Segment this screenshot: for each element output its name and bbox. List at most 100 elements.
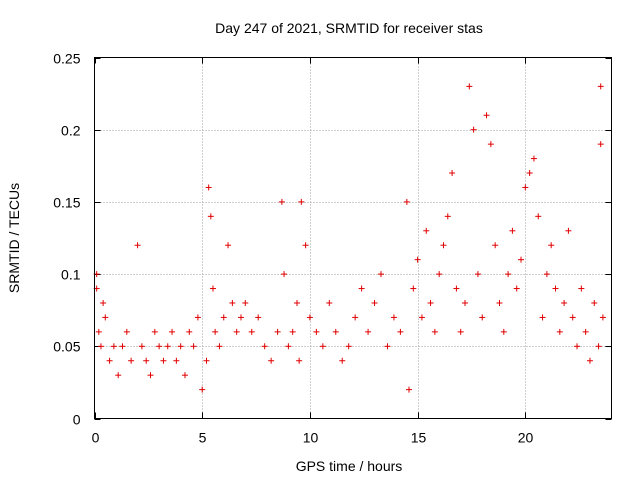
data-point [384,343,391,350]
data-point [319,343,326,350]
data-point [216,343,223,350]
data-point [268,357,275,364]
data-point [548,242,555,249]
data-point [289,328,296,335]
data-point [229,299,236,306]
data-point [496,299,503,306]
data-point [427,299,434,306]
y-tick-label: 0.05 [53,339,80,355]
chart-title: Day 247 of 2021, SRMTID for receiver sta… [215,20,483,36]
data-point [513,285,520,292]
data-point [556,328,563,335]
data-point [371,299,378,306]
data-point [431,328,438,335]
data-point [390,314,397,321]
plot-frame [94,57,612,419]
data-point [378,271,385,278]
data-point [326,299,333,306]
data-point [302,242,309,249]
data-point [296,357,303,364]
data-point [444,213,451,220]
data-point [190,343,197,350]
x-axis: 0 5 10 15 20 [92,57,534,446]
x-tick-label: 20 [518,430,534,446]
data-point [100,299,107,306]
data-point [410,285,417,292]
data-point [487,141,494,148]
y-grid [94,130,612,347]
y-tick-label: 0 [73,412,81,428]
data-point [248,328,255,335]
y-tick-label: 0.15 [53,195,80,211]
data-point [313,328,320,335]
data-point [332,328,339,335]
data-point [119,343,126,350]
data-point [261,343,268,350]
data-point [569,314,576,321]
data-point [518,256,525,263]
data-point [205,184,212,191]
data-point [293,299,300,306]
data-point [194,314,201,321]
data-point [457,328,464,335]
data-point [582,328,589,335]
data-point [535,213,542,220]
data-point [177,343,184,350]
data-point [181,372,188,379]
data-point [97,343,104,350]
data-point [397,328,404,335]
data-point [285,343,292,350]
data-point [586,357,593,364]
data-point [597,141,604,148]
data-point [138,343,145,350]
data-point [539,314,546,321]
data-point [595,343,602,350]
y-axis-label: SRMTID / TECUs [6,183,22,293]
data-point [462,299,469,306]
data-point [143,357,150,364]
data-point [102,314,109,321]
data-point [233,328,240,335]
data-point [352,314,359,321]
data-point [597,83,604,90]
data-point [298,198,305,205]
x-grid [202,57,526,419]
data-point [449,170,456,177]
data-point [151,328,158,335]
data-point [255,314,262,321]
data-point [345,343,352,350]
data-point [406,386,413,393]
y-tick-label: 0.2 [61,123,81,139]
data-point [225,242,232,249]
data-point [106,357,113,364]
data-point [578,285,585,292]
data-point [209,285,216,292]
data-point [220,314,227,321]
data-point [306,314,313,321]
data-series [93,83,606,393]
data-point [164,343,171,350]
data-point [453,285,460,292]
data-point [479,314,486,321]
data-point [565,227,572,234]
data-point [169,328,176,335]
data-point [237,314,244,321]
data-point [115,372,122,379]
data-point [418,314,425,321]
data-point [492,242,499,249]
data-point [474,271,481,278]
data-point [278,198,285,205]
data-point [199,386,206,393]
x-tick-label: 10 [303,430,319,446]
data-point [156,343,163,350]
data-point [212,328,219,335]
x-axis-label: GPS time / hours [296,458,403,474]
x-tick-label: 0 [92,430,100,446]
data-point [505,271,512,278]
data-point [436,271,443,278]
data-point [203,357,210,364]
data-point [423,227,430,234]
data-point [500,328,507,335]
data-point [110,343,117,350]
